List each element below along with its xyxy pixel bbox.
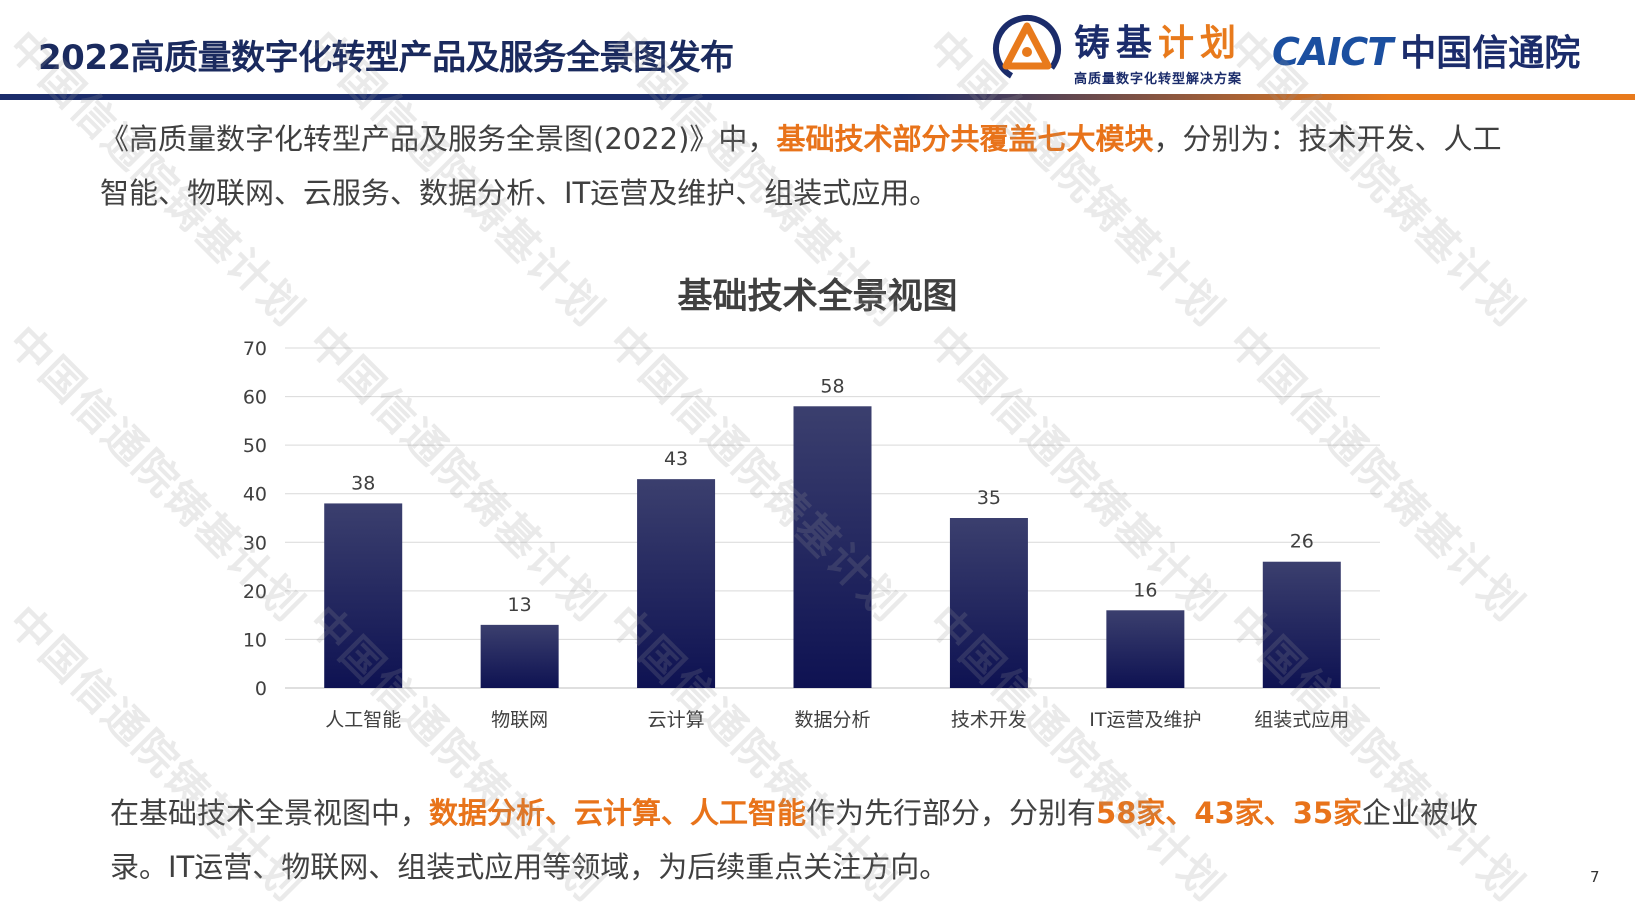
caict-logo-cn: 中国信通院 bbox=[1400, 33, 1581, 74]
x-category-label: 人工智能 bbox=[325, 709, 401, 731]
intro-highlight: 基础技术部分共覆盖七大模块 bbox=[776, 122, 1154, 156]
summary-highlight-counts: 58家、43家、35家 bbox=[1096, 796, 1363, 830]
y-tick-label: 0 bbox=[255, 678, 267, 700]
y-tick-label: 70 bbox=[243, 338, 267, 360]
y-tick-label: 60 bbox=[243, 387, 267, 409]
x-category-label: 云计算 bbox=[648, 709, 705, 731]
y-tick-label: 40 bbox=[243, 484, 267, 506]
y-tick-label: 10 bbox=[243, 629, 267, 651]
page-number: 7 bbox=[1590, 868, 1600, 886]
slide-title: 2022高质量数字化转型产品及服务全景图发布 bbox=[38, 38, 734, 78]
header-divider bbox=[0, 94, 1635, 100]
chart-title: 基础技术全景视图 bbox=[677, 277, 958, 317]
x-category-label: 技术开发 bbox=[951, 709, 1027, 731]
x-category-label: 组装式应用 bbox=[1254, 709, 1349, 731]
zhuji-logo-name: 铸基计划 bbox=[1074, 23, 1243, 64]
x-category-label: 物联网 bbox=[491, 709, 548, 731]
x-category-label: 数据分析 bbox=[794, 709, 870, 731]
bar bbox=[949, 518, 1028, 688]
data-label: 58 bbox=[820, 375, 844, 397]
data-label: 43 bbox=[664, 448, 688, 470]
zhuji-logo-icon bbox=[993, 15, 1061, 83]
bar bbox=[1106, 610, 1185, 688]
summary-paragraph: 在基础技术全景视图中，数据分析、云计算、人工智能作为先行部分，分别有58家、43… bbox=[110, 796, 1479, 884]
intro-paragraph: 《高质量数字化转型产品及服务全景图(2022)》中，基础技术部分共覆盖七大模块，… bbox=[100, 122, 1502, 210]
bar bbox=[637, 479, 716, 688]
bar bbox=[324, 503, 403, 688]
bar bbox=[480, 624, 559, 688]
y-tick-label: 30 bbox=[243, 532, 267, 554]
data-label: 13 bbox=[508, 594, 532, 616]
caict-logo-en: CAICT bbox=[1272, 30, 1393, 74]
summary-highlight-modules: 数据分析、云计算、人工智能 bbox=[429, 796, 807, 830]
y-tick-label: 20 bbox=[243, 581, 267, 603]
zhuji-logo: 铸基计划 高质量数字化转型解决方案 bbox=[990, 10, 1260, 90]
zhuji-logo-subtitle: 高质量数字化转型解决方案 bbox=[1074, 72, 1243, 87]
x-category-label: IT运营及维护 bbox=[1089, 709, 1201, 731]
data-label: 16 bbox=[1133, 579, 1157, 601]
bar bbox=[793, 406, 872, 688]
caict-logo: CAICT 中国信通院 bbox=[1272, 24, 1580, 74]
data-label: 26 bbox=[1290, 531, 1314, 553]
bar bbox=[1262, 561, 1341, 688]
y-tick-label: 50 bbox=[243, 435, 267, 457]
data-label: 38 bbox=[351, 472, 375, 494]
data-label: 35 bbox=[977, 487, 1001, 509]
